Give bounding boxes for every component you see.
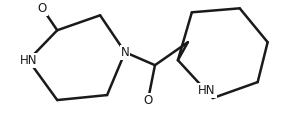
- Text: HN: HN: [198, 84, 216, 97]
- Text: N: N: [121, 46, 130, 59]
- Text: HN: HN: [20, 54, 37, 67]
- Text: O: O: [38, 2, 47, 15]
- Text: O: O: [143, 94, 153, 107]
